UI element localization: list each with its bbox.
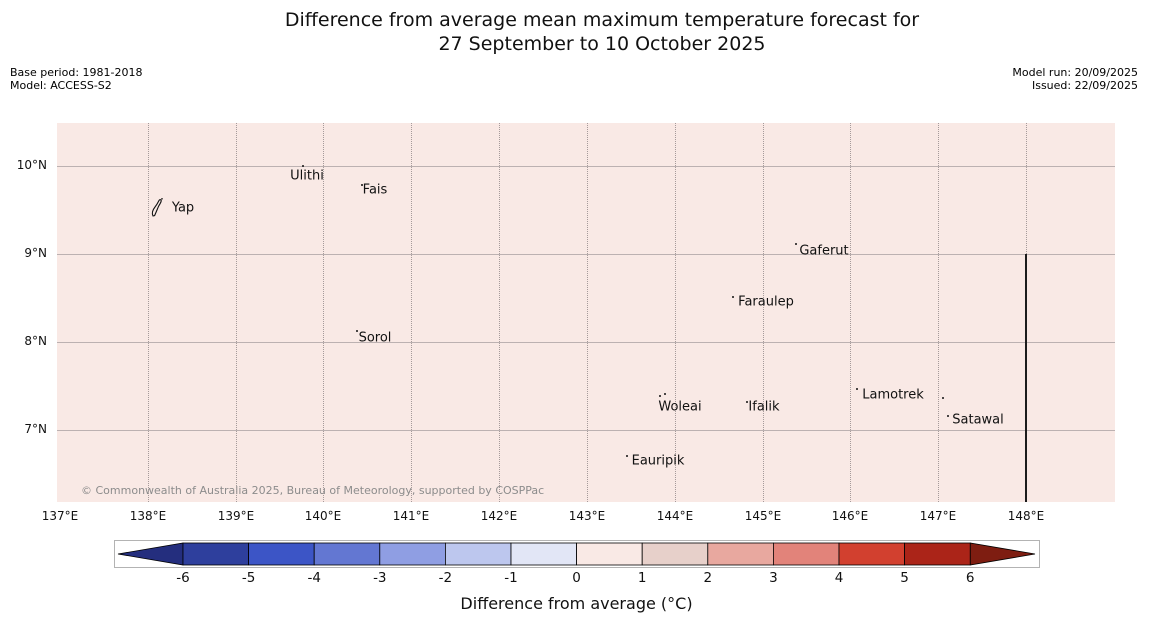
location-label-yap: Yap (171, 200, 195, 216)
ulithi-dot (302, 165, 304, 167)
parallel-gridline (57, 342, 1115, 343)
lon-tick-label: 143°E (568, 509, 606, 523)
meridian-gridline (675, 123, 676, 502)
colorbar: -6 -5 -4 -3 -2 -1 0 1 2 3 4 5 6 (114, 540, 1040, 586)
colorbar-tick-label: 3 (769, 570, 778, 586)
colorbar-arrow-left (117, 542, 184, 566)
colorbar-arrow-right (969, 542, 1036, 566)
model-run-text: Model run: 20/09/2025 (1012, 66, 1138, 79)
lon-tick-label: 146°E (831, 509, 869, 523)
lat-tick-label: 10°N (16, 158, 47, 172)
location-label-sorol: Sorol (358, 330, 392, 346)
colorbar-segment (248, 542, 315, 566)
location-label-ifalik: Ifalik (748, 399, 780, 415)
chart-title-line1: Difference from average mean maximum tem… (284, 9, 920, 31)
meridian-gridline (411, 123, 412, 502)
meridian-gridline (763, 123, 764, 502)
colorbar-segment (576, 542, 643, 566)
lat-tick-label: 9°N (24, 246, 47, 260)
woleai-dot (664, 393, 666, 395)
location-label-eauripik: Eauripik (631, 453, 685, 469)
meridian-gridline (323, 123, 324, 502)
colorbar-segment (510, 542, 577, 566)
colorbar-segment (444, 542, 512, 566)
woleai-dot (659, 395, 661, 397)
lon-tick-label: 145°E (744, 509, 782, 523)
colorbar-segment (641, 542, 709, 566)
colorbar-segment (379, 542, 446, 566)
fais-dot (361, 184, 363, 186)
lon-tick-label: 138°E (129, 509, 167, 523)
colorbar-segment (707, 542, 774, 566)
eauripik-dot (626, 455, 628, 457)
colorbar-tick-label: -6 (176, 570, 189, 586)
parallel-gridline (57, 254, 1115, 255)
yap-island-icon (150, 197, 167, 224)
colorbar-segment (313, 542, 381, 566)
colorbar-tick-label: 5 (900, 570, 909, 586)
region-boundary-line (1025, 254, 1027, 502)
faraulep-dot (732, 296, 734, 298)
issued-text: Issued: 22/09/2025 (1031, 79, 1138, 92)
colorbar-segment (838, 542, 905, 566)
chart-title-line2: 27 September to 10 October 2025 (438, 33, 766, 55)
lon-tick-label: 142°E (480, 509, 518, 523)
lat-tick-label: 7°N (24, 422, 47, 436)
meridian-gridline (236, 123, 237, 502)
parallel-gridline (57, 166, 1115, 167)
colorbar-tick-label: -2 (439, 570, 452, 586)
colorbar-tick-label: -1 (504, 570, 517, 586)
chart-title: Difference from average mean maximum tem… (202, 8, 1002, 56)
map-plot-area: © Commonwealth of Australia 2025, Bureau… (57, 123, 1115, 502)
sorol-dot (356, 330, 358, 332)
meridian-gridline (938, 123, 939, 502)
lon-tick-label: 139°E (217, 509, 255, 523)
meridian-gridline (148, 123, 149, 502)
colorbar-tick-label: 2 (704, 570, 713, 586)
location-label-faraulep: Faraulep (738, 294, 794, 310)
location-label-woleai: Woleai (658, 399, 702, 415)
colorbar-segment (904, 542, 971, 566)
colorbar-segment (773, 542, 840, 566)
ifalik-dot (746, 401, 748, 403)
location-label-lamotrek: Lamotrek (862, 387, 924, 403)
colorbar-label: Difference from average (°C) (460, 594, 693, 613)
lon-tick-label: 148°E (1007, 509, 1045, 523)
colorbar-tick-label: 4 (835, 570, 844, 586)
parallel-gridline (57, 430, 1115, 431)
base-period-text: Base period: 1981-2018 (10, 66, 143, 79)
meridian-gridline (850, 123, 851, 502)
lat-tick-label: 8°N (24, 334, 47, 348)
location-label-fais: Fais (362, 182, 388, 198)
meridian-gridline (587, 123, 588, 502)
meridian-gridline (499, 123, 500, 502)
model-text: Model: ACCESS-S2 (10, 79, 112, 92)
satawal-dot (947, 415, 949, 417)
lon-tick-label: 144°E (656, 509, 694, 523)
colorbar-segment (182, 542, 249, 566)
colorbar-tick-label: -3 (373, 570, 386, 586)
metadata-left: Base period: 1981-2018 Model: ACCESS-S2 (10, 66, 142, 92)
island-dot (942, 397, 944, 399)
location-label-ulithi: Ulithi (290, 168, 324, 184)
metadata-right: Model run: 20/09/2025 Issued: 22/09/2025 (1012, 66, 1138, 92)
lon-tick-label: 147°E (919, 509, 957, 523)
lamotrek-dot (856, 388, 858, 390)
colorbar-tick-label: 0 (572, 570, 581, 586)
gaferut-dot (795, 243, 797, 245)
colorbar-tick-label: -4 (307, 570, 320, 586)
lon-tick-label: 140°E (304, 509, 342, 523)
colorbar-tick-label: 6 (966, 570, 975, 586)
lon-tick-label: 137°E (41, 509, 79, 523)
colorbar-tick-label: 1 (638, 570, 647, 586)
location-label-satawal: Satawal (952, 412, 1004, 428)
location-label-gaferut: Gaferut (799, 243, 849, 259)
colorbar-frame (114, 540, 1040, 568)
lon-tick-label: 141°E (392, 509, 430, 523)
copyright-text: © Commonwealth of Australia 2025, Bureau… (81, 484, 545, 497)
colorbar-tick-label: -5 (242, 570, 255, 586)
